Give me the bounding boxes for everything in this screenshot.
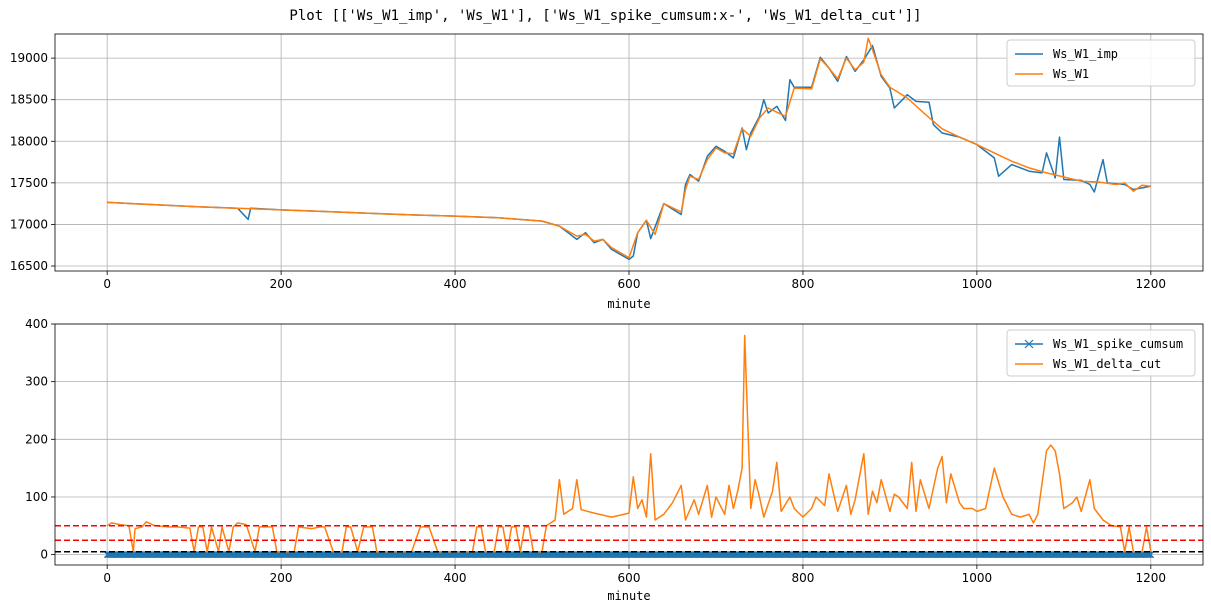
top-subplot: 0 200 400 600 800 1000 1200 16500 17000 17500 1800… bbox=[10, 33, 1204, 311]
plot-area bbox=[107, 37, 1151, 261]
x-tick-label: 1200 bbox=[1136, 571, 1167, 585]
legend: Ws_W1_imp Ws_W1 bbox=[1006, 39, 1196, 87]
axes-frame bbox=[54, 33, 1204, 272]
x-tick-label: 0 bbox=[103, 571, 111, 585]
y-tick-label: 300 bbox=[25, 375, 48, 389]
x-tick-label: 200 bbox=[270, 277, 293, 291]
x-tick-label: 200 bbox=[270, 571, 293, 585]
x-tick-label: 400 bbox=[444, 277, 467, 291]
legend-marker bbox=[1024, 339, 1034, 349]
y-tick-label: 16500 bbox=[10, 259, 48, 273]
x-tick-label: 800 bbox=[791, 277, 814, 291]
legend-label: Ws_W1_delta_cut bbox=[1053, 357, 1161, 371]
figure-title: Plot [['Ws_W1_imp', 'Ws_W1'], ['Ws_W1_sp… bbox=[289, 8, 922, 24]
legend-box bbox=[1006, 329, 1196, 377]
x-axis-label: minute bbox=[607, 297, 650, 311]
legend-box bbox=[1006, 39, 1196, 87]
x-tick-label: 1000 bbox=[962, 571, 993, 585]
x-tick-label: 1000 bbox=[962, 277, 993, 291]
axes-frame bbox=[54, 323, 1204, 566]
x-tick-label: 600 bbox=[618, 571, 641, 585]
x-tick-label: 0 bbox=[103, 277, 111, 291]
y-tick-label: 0 bbox=[40, 548, 48, 562]
x-tick-label: 1200 bbox=[1136, 277, 1167, 291]
series-marker bbox=[1145, 551, 1153, 558]
series-marker bbox=[1146, 551, 1154, 558]
series-line bbox=[106, 334, 1152, 553]
y-tick-label: 400 bbox=[25, 317, 48, 331]
y-tick-label: 200 bbox=[25, 432, 48, 446]
y-tick-label: 100 bbox=[25, 490, 48, 504]
plot-area bbox=[103, 334, 1155, 558]
series-line bbox=[107, 37, 1151, 259]
legend-label: Ws_W1 bbox=[1053, 67, 1089, 81]
x-tick-label: 400 bbox=[444, 571, 467, 585]
legend-label: Ws_W1_imp bbox=[1053, 47, 1118, 61]
y-tick-label: 18000 bbox=[10, 134, 48, 148]
y-tick-label: 19000 bbox=[10, 51, 48, 65]
legend: Ws_W1_spike_cumsum Ws_W1_delta_cut bbox=[1006, 329, 1196, 377]
x-axis-label: minute bbox=[607, 589, 650, 603]
series-marker bbox=[1144, 551, 1152, 558]
legend-label: Ws_W1_spike_cumsum bbox=[1053, 337, 1183, 351]
y-tick-label: 17000 bbox=[10, 217, 48, 231]
series-marker bbox=[1147, 551, 1155, 558]
y-tick-label: 18500 bbox=[10, 93, 48, 107]
x-tick-label: 600 bbox=[618, 277, 641, 291]
x-tick-label: 800 bbox=[791, 571, 814, 585]
y-tick-label: 17500 bbox=[10, 176, 48, 190]
bottom-subplot: 0 200 400 600 800 1000 1200 0 100 200 300 400 minute… bbox=[25, 317, 1204, 603]
